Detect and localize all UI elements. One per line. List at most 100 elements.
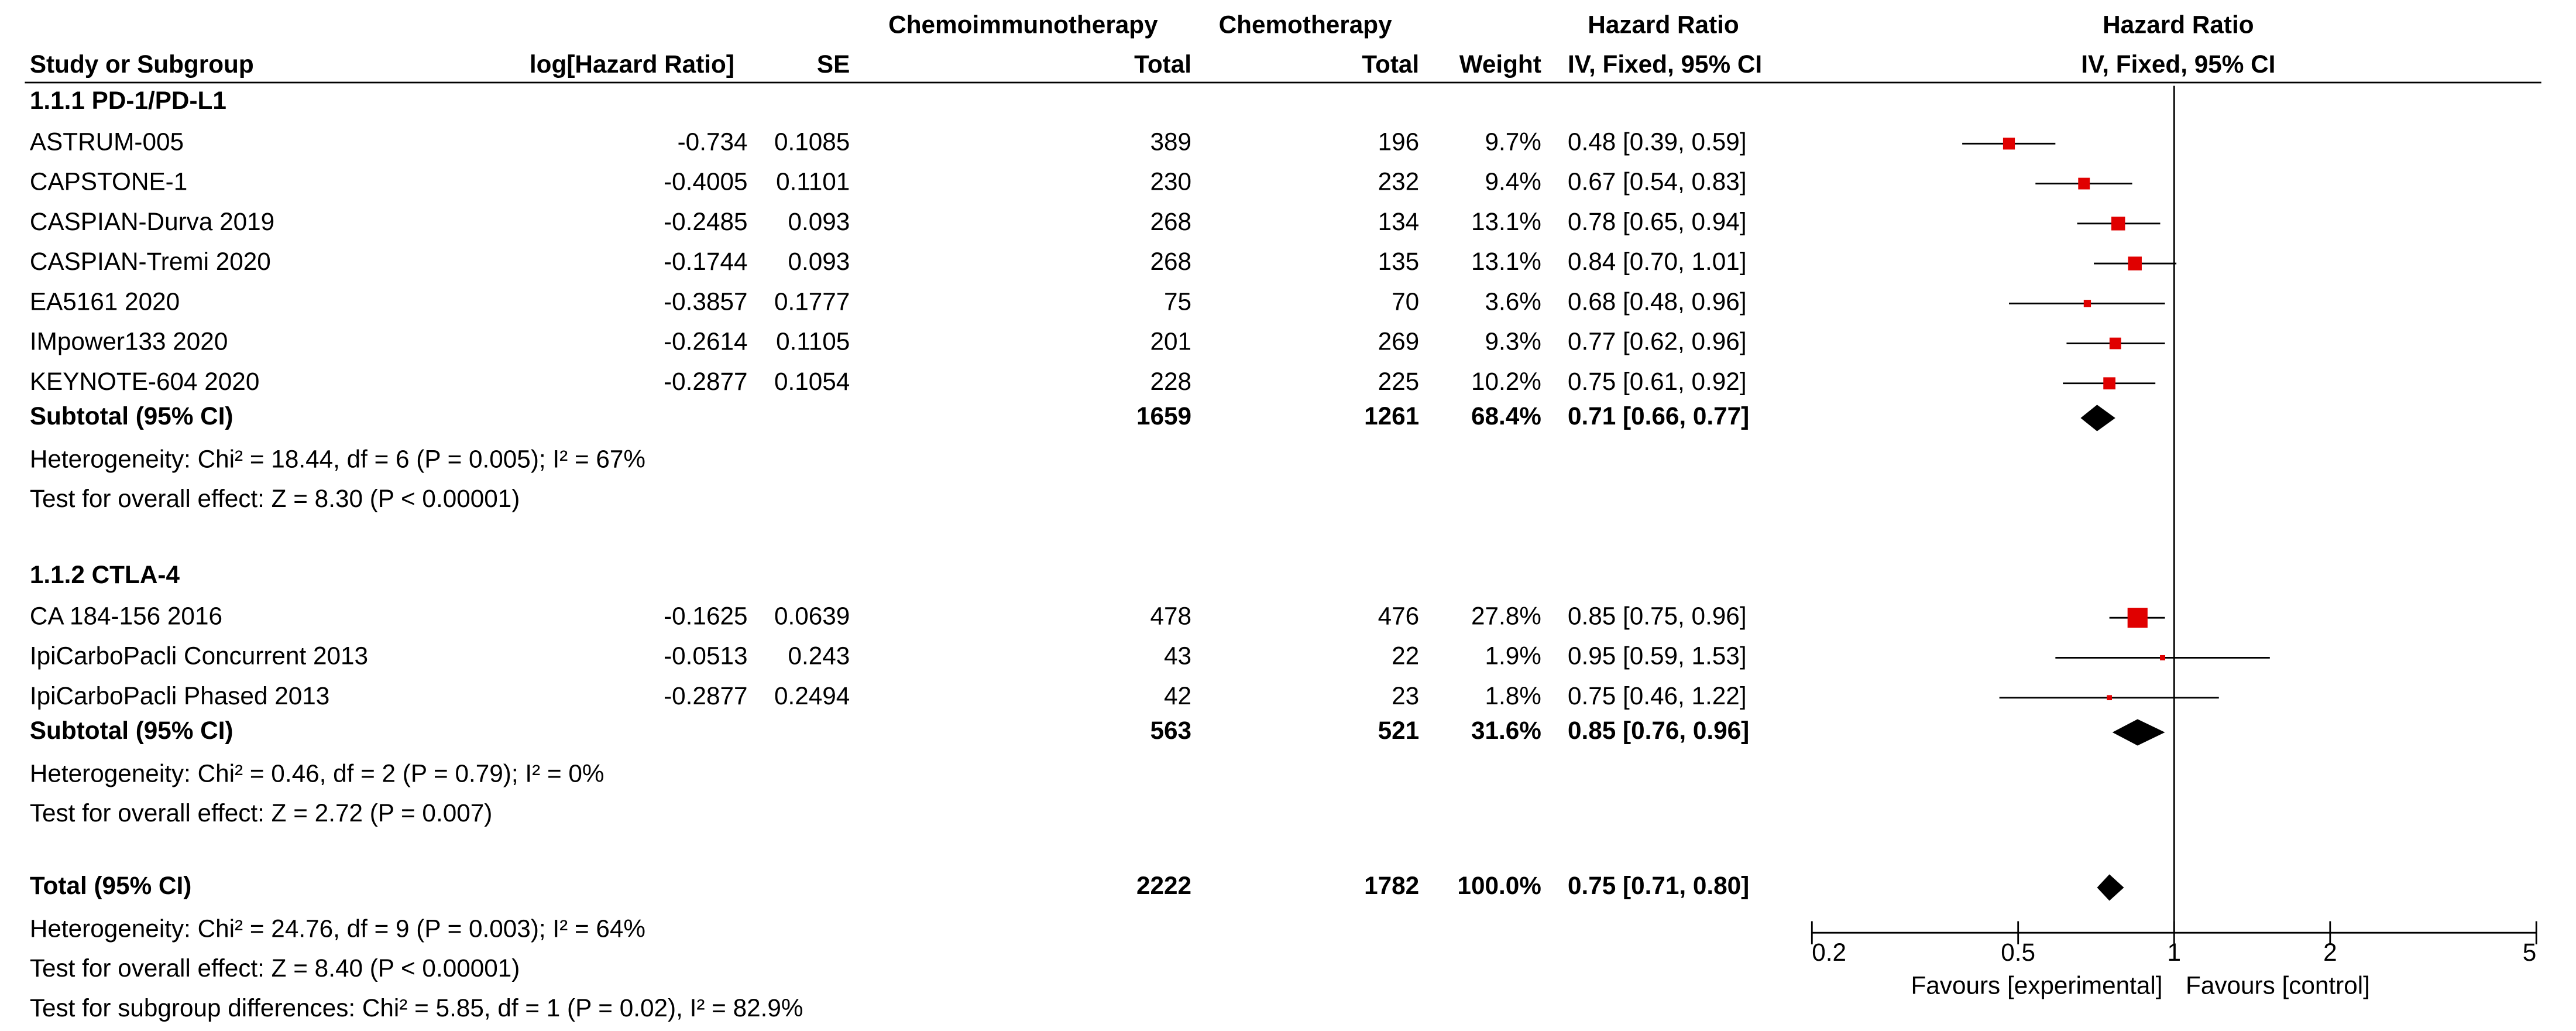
weight: 9.4%: [1485, 168, 1541, 196]
column-header: Total: [1134, 50, 1191, 78]
se: 0.1105: [776, 328, 850, 355]
ctrl-total: 70: [1392, 287, 1419, 315]
overall-effect: Test for overall effect: Z = 8.40 (P < 0…: [30, 954, 520, 982]
se: 0.2494: [774, 682, 850, 710]
study-name: CAPSTONE-1: [30, 168, 187, 196]
column-header: IV, Fixed, 95% CI: [1568, 50, 1762, 78]
ctrl-total: 269: [1378, 328, 1420, 355]
hr-ci: 0.78 [0.65, 0.94]: [1568, 208, 1747, 235]
column-header: Total: [1362, 50, 1419, 78]
exp-total: 478: [1150, 602, 1191, 629]
weight: 9.3%: [1485, 328, 1541, 355]
study-name: CASPIAN-Durva 2019: [30, 208, 274, 235]
column-header: log[Hazard Ratio]: [530, 50, 734, 78]
log-hr: -0.1744: [664, 248, 747, 275]
study-name: ASTRUM-005: [30, 128, 184, 155]
ctrl-total: 521: [1378, 717, 1420, 744]
favours-left: Favours [experimental]: [1911, 971, 2162, 999]
log-hr: -0.0513: [664, 642, 747, 670]
x-tick-label: 0.2: [1812, 938, 1846, 966]
x-tick-label: 0.5: [2001, 938, 2035, 966]
log-hr: -0.3857: [664, 287, 747, 315]
se: 0.0639: [774, 602, 850, 629]
se: 0.1101: [776, 168, 850, 196]
study-name: Total (95% CI): [30, 872, 191, 899]
ctrl-total: 22: [1392, 642, 1419, 670]
exp-total: 43: [1164, 642, 1191, 670]
weight: 13.1%: [1471, 248, 1541, 275]
ctrl-total: 134: [1378, 208, 1420, 235]
header: Hazard Ratio: [2103, 11, 2254, 38]
se: 0.1054: [774, 368, 850, 395]
x-tick-label: 2: [2323, 938, 2337, 966]
effect-box: [2107, 695, 2112, 701]
heterogeneity: Heterogeneity: Chi² = 24.76, df = 9 (P =…: [30, 914, 645, 942]
weight: 1.9%: [1485, 642, 1541, 670]
log-hr: -0.2877: [664, 682, 747, 710]
study-name: Subtotal (95% CI): [30, 717, 233, 744]
log-hr: -0.734: [678, 128, 748, 155]
se: 0.243: [788, 642, 850, 670]
se: 0.1777: [774, 287, 850, 315]
exp-total: 75: [1164, 287, 1191, 315]
study-name: IMpower133 2020: [30, 328, 228, 355]
log-hr: -0.4005: [664, 168, 747, 196]
study-name: Subtotal (95% CI): [30, 402, 233, 430]
exp-total: 228: [1150, 368, 1191, 395]
overall-effect: Test for overall effect: Z = 8.30 (P < 0…: [30, 485, 520, 512]
weight: 3.6%: [1485, 287, 1541, 315]
hr-ci: 0.95 [0.59, 1.53]: [1568, 642, 1747, 670]
exp-total: 563: [1150, 717, 1191, 744]
subgroup-title: 1.1.1 PD-1/PD-L1: [30, 87, 226, 114]
hr-ci: 0.48 [0.39, 0.59]: [1568, 128, 1747, 155]
hr-ci: 0.67 [0.54, 0.83]: [1568, 168, 1747, 196]
pooled-diamond: [2097, 874, 2124, 901]
log-hr: -0.1625: [664, 602, 747, 629]
exp-total: 268: [1150, 248, 1191, 275]
study-name: IpiCarboPacli Phased 2013: [30, 682, 329, 710]
se: 0.093: [788, 208, 850, 235]
hr-ci: 0.71 [0.66, 0.77]: [1568, 402, 1749, 430]
hr-ci: 0.75 [0.46, 1.22]: [1568, 682, 1747, 710]
ctrl-total: 476: [1378, 602, 1420, 629]
column-header: Study or Subgroup: [30, 50, 254, 78]
ctrl-total: 1782: [1364, 872, 1419, 899]
study-name: IpiCarboPacli Concurrent 2013: [30, 642, 368, 670]
log-hr: -0.2614: [664, 328, 747, 355]
hr-ci: 0.84 [0.70, 1.01]: [1568, 248, 1747, 275]
weight: 100.0%: [1457, 872, 1541, 899]
se: 0.1085: [774, 128, 850, 155]
effect-box: [2109, 337, 2121, 350]
effect-box: [2083, 300, 2091, 307]
exp-total: 268: [1150, 208, 1191, 235]
exp-total: 2222: [1136, 872, 1191, 899]
exp-total: 230: [1150, 168, 1191, 196]
column-header: Weight: [1459, 50, 1541, 78]
exp-total: 201: [1150, 328, 1191, 355]
heterogeneity: Heterogeneity: Chi² = 0.46, df = 2 (P = …: [30, 759, 604, 787]
weight: 68.4%: [1471, 402, 1541, 430]
hr-ci: 0.77 [0.62, 0.96]: [1568, 328, 1747, 355]
exp-total: 1659: [1136, 402, 1191, 430]
effect-box: [2103, 377, 2115, 390]
header: Chemoimmunotherapy: [888, 11, 1158, 38]
header: Hazard Ratio: [1588, 11, 1739, 38]
subgroup-differences: Test for subgroup differences: Chi² = 5.…: [30, 994, 803, 1022]
hr-ci: 0.85 [0.75, 0.96]: [1568, 602, 1747, 629]
study-name: CASPIAN-Tremi 2020: [30, 248, 271, 275]
weight: 31.6%: [1471, 717, 1541, 744]
ctrl-total: 232: [1378, 168, 1420, 196]
hr-ci: 0.68 [0.48, 0.96]: [1568, 287, 1747, 315]
effect-box: [2160, 655, 2166, 660]
weight: 1.8%: [1485, 682, 1541, 710]
column-header: IV, Fixed, 95% CI: [2081, 50, 2275, 78]
overall-effect: Test for overall effect: Z = 2.72 (P = 0…: [30, 799, 492, 827]
study-name: EA5161 2020: [30, 287, 180, 315]
weight: 10.2%: [1471, 368, 1541, 395]
exp-total: 389: [1150, 128, 1191, 155]
effect-box: [2111, 217, 2125, 231]
study-name: CA 184-156 2016: [30, 602, 222, 629]
favours-right: Favours [control]: [2186, 971, 2370, 999]
effect-box: [2127, 608, 2148, 628]
